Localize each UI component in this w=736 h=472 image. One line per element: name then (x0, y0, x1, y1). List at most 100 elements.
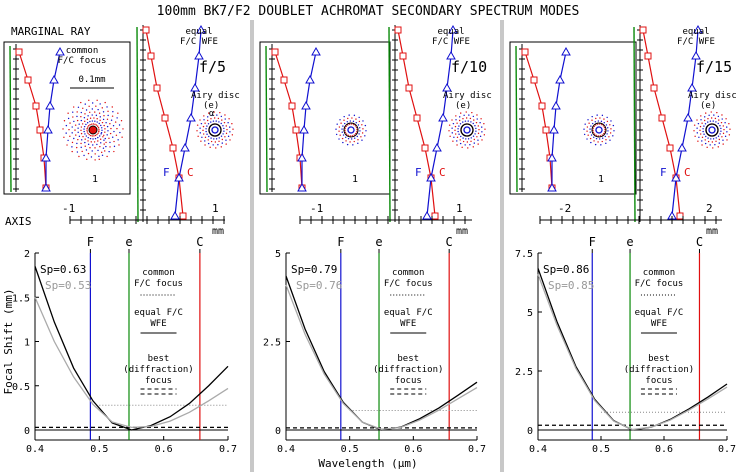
axis-tick-label: 1 (212, 202, 219, 215)
c-line-label: C (439, 166, 446, 179)
f-ray-marker (671, 172, 681, 182)
spot-dot (462, 121, 464, 123)
spot-dot (347, 124, 349, 126)
spot-dot (225, 132, 228, 135)
spot-dot (697, 140, 699, 142)
spot-dot (720, 121, 723, 124)
spot-dot (106, 106, 108, 108)
spot-dot (704, 139, 706, 141)
e-ray-line (9, 45, 12, 193)
spot-dot (85, 149, 88, 151)
f-ray-marker (426, 172, 436, 182)
spot-dot (81, 150, 83, 153)
spot-dot (101, 127, 103, 129)
spot-dot (472, 146, 474, 148)
spot-dot (728, 134, 731, 136)
spot-dot (704, 116, 706, 118)
c-ray-marker (666, 144, 674, 152)
spot-dot (480, 118, 482, 120)
spot-dot (357, 139, 359, 141)
spot-dot (339, 134, 341, 136)
spot-dot (718, 142, 720, 144)
inset-frame (3, 41, 131, 195)
focal-shift-curve-gray (285, 284, 478, 430)
spot-dot (459, 142, 462, 145)
spot-dot (351, 135, 354, 137)
axis-unit-label: mm (212, 226, 224, 237)
spot-dot (220, 146, 222, 148)
spot-dot (94, 111, 96, 113)
spot-dot (593, 125, 595, 128)
f-ray-marker (311, 46, 321, 56)
spot-dot (98, 158, 100, 161)
spot-dot (217, 144, 219, 146)
spot-dot (76, 151, 79, 153)
c-ray-marker (142, 26, 150, 34)
f-ray-marker (677, 142, 687, 152)
spot-dot (89, 111, 91, 113)
legend-equal: equal F/C (635, 308, 684, 318)
spot-dot (97, 149, 99, 152)
spot-dot (111, 115, 114, 117)
spot-dot (115, 134, 118, 136)
spot-dot (82, 135, 84, 138)
spot-dot (361, 139, 363, 141)
sp-gray-label: Sp=0.53 (45, 279, 91, 292)
spot-dot (97, 108, 99, 111)
spot-dot (356, 129, 358, 131)
inset-airy-ring (88, 125, 98, 135)
legend-best: best (648, 354, 670, 364)
spot-dot (92, 144, 94, 146)
spot-dot (108, 150, 110, 153)
spot-dot (463, 114, 465, 116)
spot-dot (108, 137, 110, 140)
spot-dot (75, 134, 77, 136)
spot-dot (78, 155, 80, 158)
spot-dot (119, 131, 121, 134)
spot-dot (228, 118, 230, 120)
spot-dot (96, 99, 98, 101)
spot-dot (356, 135, 358, 138)
spot-dot (693, 124, 696, 126)
spot-dot (459, 123, 462, 125)
inset-spot-diagram (583, 114, 615, 146)
spot-dot (341, 131, 343, 133)
spot-dot (83, 130, 85, 133)
legend-equal: WFE (150, 319, 166, 329)
spot-dot (716, 111, 718, 114)
x-tick-label: 0.6 (155, 444, 173, 455)
spot-dot (342, 141, 344, 144)
spot-dot (210, 117, 212, 120)
axis-tick-label: -2 (558, 202, 571, 215)
spot-dot (349, 135, 351, 137)
spot-dot (92, 138, 94, 140)
spot-dot (84, 141, 86, 144)
x-tick-label: 0.4 (277, 444, 295, 455)
spot-dot (356, 131, 358, 133)
spot-dot (596, 114, 598, 116)
y-tick-label: 2.5 (515, 367, 533, 378)
spot-dot (85, 135, 88, 137)
spot-dot (604, 129, 606, 131)
spot-dot (114, 121, 117, 123)
spot-dot (77, 127, 79, 129)
f-number-label: f/5 (199, 58, 226, 76)
x-tick-label: 0.6 (655, 444, 673, 455)
spot-dot (196, 130, 198, 132)
spot-dot (344, 122, 346, 125)
spot-dot (595, 129, 597, 132)
spot-dot (118, 144, 120, 146)
spot-dot (361, 124, 363, 126)
spectral-line-label: C (196, 235, 203, 249)
focal-shift-curve-black (34, 266, 229, 431)
spot-dot (223, 121, 226, 124)
spot-dot (352, 144, 354, 146)
spot-dot (117, 139, 119, 141)
spot-dot (80, 111, 83, 114)
spot-dot (353, 140, 355, 143)
focal-shift-chart-3: 0.4 0.5 0.6 0.7 0 2.5 5 7.5 F e C Sp=0.86 Sp=0.85 com… (515, 235, 736, 455)
spot-dot (724, 135, 727, 138)
spot-dot (345, 140, 347, 142)
